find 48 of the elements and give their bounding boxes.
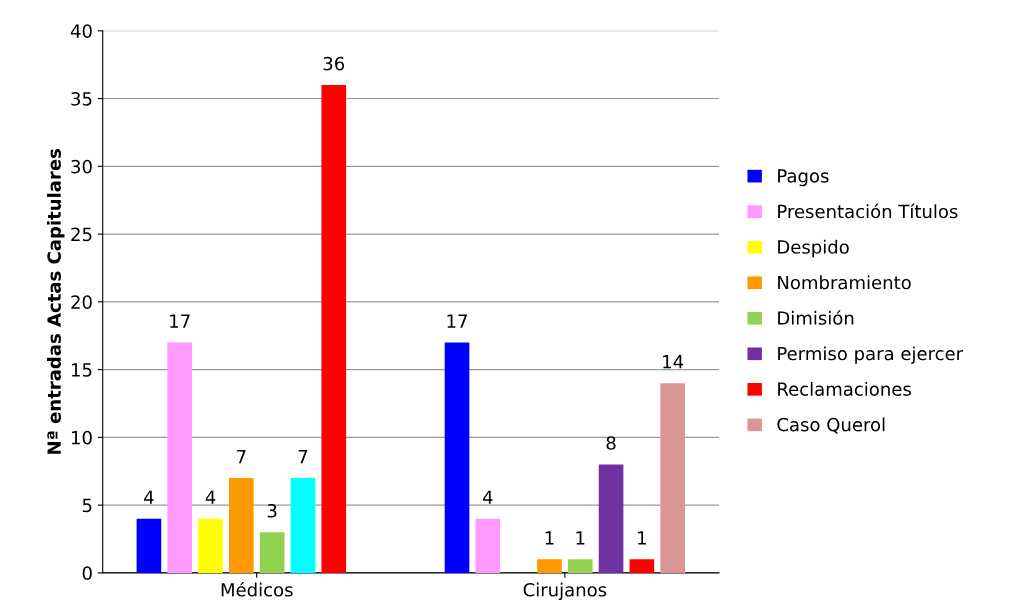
y-tick-label: 30 bbox=[71, 159, 92, 174]
data-label: 1 bbox=[576, 531, 585, 545]
legend-label: Pagos bbox=[778, 169, 829, 187]
data-label: 17 bbox=[447, 314, 467, 328]
bar bbox=[567, 559, 593, 573]
x-tick-label: Médicos bbox=[221, 581, 293, 597]
legend-label: Despido bbox=[778, 239, 849, 258]
data-label: 4 bbox=[482, 490, 493, 504]
x-tick-label: Cirujanos bbox=[523, 582, 607, 601]
y-tick-label: 0 bbox=[82, 566, 92, 580]
data-label: 1 bbox=[638, 531, 646, 545]
bar bbox=[229, 478, 254, 573]
y-axis-title: Nª entradas Actas Capitulares bbox=[46, 149, 65, 454]
bar bbox=[537, 559, 562, 573]
data-label: 4 bbox=[205, 490, 216, 504]
legend-label: Nombramiento bbox=[778, 275, 911, 290]
bar bbox=[198, 518, 223, 573]
bar bbox=[598, 464, 624, 573]
y-tick-label: 10 bbox=[71, 430, 92, 445]
bar bbox=[167, 342, 193, 573]
data-label: 17 bbox=[170, 314, 190, 328]
data-label: 36 bbox=[323, 56, 345, 71]
y-tick-label: 20 bbox=[71, 295, 92, 309]
bar bbox=[136, 518, 162, 573]
legend-label: Permiso para ejercer bbox=[778, 346, 964, 364]
y-tick-label: 15 bbox=[71, 363, 92, 377]
legend-label: Dimisión bbox=[778, 310, 854, 325]
bar bbox=[444, 342, 470, 573]
bar bbox=[475, 518, 501, 573]
data-label: 4 bbox=[144, 490, 154, 504]
bar bbox=[629, 559, 655, 573]
data-label: 7 bbox=[237, 449, 246, 464]
bar bbox=[321, 85, 347, 573]
data-label: 8 bbox=[606, 436, 616, 450]
y-tick-label: 40 bbox=[70, 24, 92, 38]
legend-label: Presentación Títulos bbox=[778, 203, 958, 219]
data-label: 7 bbox=[298, 449, 308, 464]
bar bbox=[660, 383, 686, 573]
legend-label: Caso Querol bbox=[777, 417, 885, 434]
y-tick-label: 5 bbox=[82, 498, 92, 513]
data-label: 14 bbox=[663, 355, 684, 369]
legend-label: Reclamaciones bbox=[778, 381, 911, 396]
y-tick-label: 35 bbox=[71, 92, 92, 106]
data-label: 3 bbox=[267, 503, 277, 518]
bar bbox=[259, 532, 285, 573]
bar bbox=[290, 478, 316, 573]
data-label: 1 bbox=[545, 531, 554, 545]
y-tick-label: 25 bbox=[71, 227, 92, 242]
